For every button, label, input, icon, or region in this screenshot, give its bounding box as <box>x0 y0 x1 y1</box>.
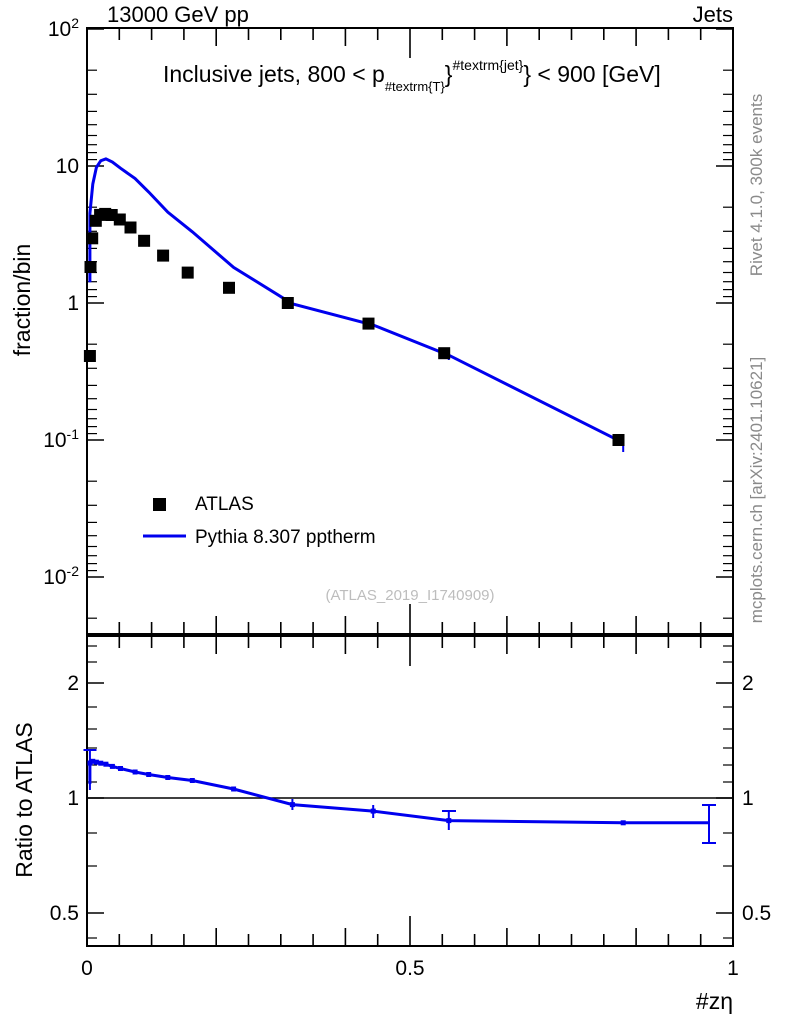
main-y-axis-title: fraction/bin <box>9 244 35 357</box>
ratio-y-tick-1-right: 1 <box>742 787 754 810</box>
title-part1: Inclusive jets, 800 < p <box>163 61 385 87</box>
title-brace2: } <box>523 61 531 87</box>
data-marker <box>612 434 625 446</box>
analysis-category-label: Jets <box>693 2 733 27</box>
ratio-marker <box>103 761 109 767</box>
y-tick-1em1: 10-1 <box>43 426 79 452</box>
x-tick-05: 0.5 <box>395 957 424 980</box>
ratio-marker <box>90 758 96 764</box>
x-tick-1: 1 <box>727 957 739 980</box>
data-marker <box>362 317 375 330</box>
y-tick-1: 1 <box>67 292 79 315</box>
title-brace1: } <box>445 61 453 87</box>
main-y-tick-labels: 102 10 1 10-1 10-2 <box>43 15 79 589</box>
legend: ATLAS Pythia 8.307 pptherm <box>143 494 376 548</box>
mcplots-source-label: mcplots.cern.ch [arXiv:2401.10621] <box>747 357 766 623</box>
legend-label-atlas: ATLAS <box>195 494 254 515</box>
y-tick-1em2: 10-2 <box>43 563 79 589</box>
data-marker <box>157 249 170 262</box>
ratio-x-tick-labels: 0 0.5 1 <box>81 957 739 980</box>
ratio-marker <box>231 786 237 792</box>
ratio-markers <box>87 758 626 826</box>
mc-curve-main <box>88 157 624 445</box>
ratio-marker <box>132 769 138 775</box>
rivet-version-label: Rivet 4.1.0, 300k events <box>747 94 766 276</box>
ratio-marker <box>289 802 295 808</box>
ratio-y-tick-labels: 2 1 0.5 2 1 0.5 <box>50 672 771 925</box>
ratio-y-axis-title: Ratio to ATLAS <box>11 722 37 878</box>
ratio-y-tick-2-left: 2 <box>67 672 79 695</box>
x-axis-title: #zη <box>696 988 733 1014</box>
ratio-y-tick-2-right: 2 <box>742 672 754 695</box>
y-tick-1e2: 102 <box>48 15 79 41</box>
legend-label-pythia: Pythia 8.307 pptherm <box>195 527 376 548</box>
ratio-marker <box>370 808 376 814</box>
ratio-y-ticks <box>87 645 733 939</box>
ratio-marker <box>93 759 99 765</box>
ratio-errorbars <box>83 749 716 844</box>
atlas-data-markers-main <box>83 207 625 446</box>
data-marker <box>281 297 294 309</box>
ratio-panel-frame <box>86 635 734 947</box>
ratio-marker <box>446 818 452 824</box>
legend-marker-atlas <box>153 498 166 511</box>
data-marker <box>83 350 96 362</box>
ratio-marker <box>146 772 152 777</box>
main-y-major-ticks <box>87 28 733 578</box>
ratio-y-tick-1-left: 1 <box>67 787 79 810</box>
main-x-ticks <box>118 28 702 634</box>
ratio-marker <box>165 775 171 780</box>
title-sub-T: #textrm{T} <box>385 79 446 94</box>
data-marker <box>86 232 99 245</box>
analysis-id-watermark: (ATLAS_2019_I1740909) <box>325 587 494 604</box>
ratio-marker <box>87 760 93 766</box>
ratio-y-tick-05-right: 0.5 <box>742 902 771 925</box>
ratio-marker <box>118 766 123 771</box>
ratio-marker <box>98 760 104 766</box>
data-marker <box>138 234 151 247</box>
plot-title-text: Inclusive jets, 800 < p#textrm{T}}#textr… <box>163 57 661 94</box>
ratio-marker <box>109 763 115 769</box>
data-marker <box>438 347 451 360</box>
ratio-curve <box>88 759 709 825</box>
data-marker <box>223 281 235 294</box>
ratio-y-tick-05-left: 0.5 <box>50 902 79 925</box>
data-marker <box>113 213 126 226</box>
main-panel-frame <box>86 27 734 635</box>
title-sup-jet: #textrm{jet} <box>452 57 523 73</box>
data-marker <box>84 261 97 273</box>
ratio-marker <box>620 820 626 826</box>
data-marker <box>124 221 137 234</box>
plot-title: Inclusive jets, 800 < p#textrm{T}}#textr… <box>163 57 661 94</box>
beam-energy-label: 13000 GeV pp <box>107 2 249 27</box>
data-marker <box>181 266 194 279</box>
y-tick-10: 10 <box>56 155 79 178</box>
title-part2: < 900 [GeV] <box>531 61 661 87</box>
x-tick-0: 0 <box>81 957 93 980</box>
mc-errorbars-main <box>447 350 625 452</box>
ratio-x-ticks <box>118 636 702 946</box>
ratio-marker <box>189 778 195 783</box>
